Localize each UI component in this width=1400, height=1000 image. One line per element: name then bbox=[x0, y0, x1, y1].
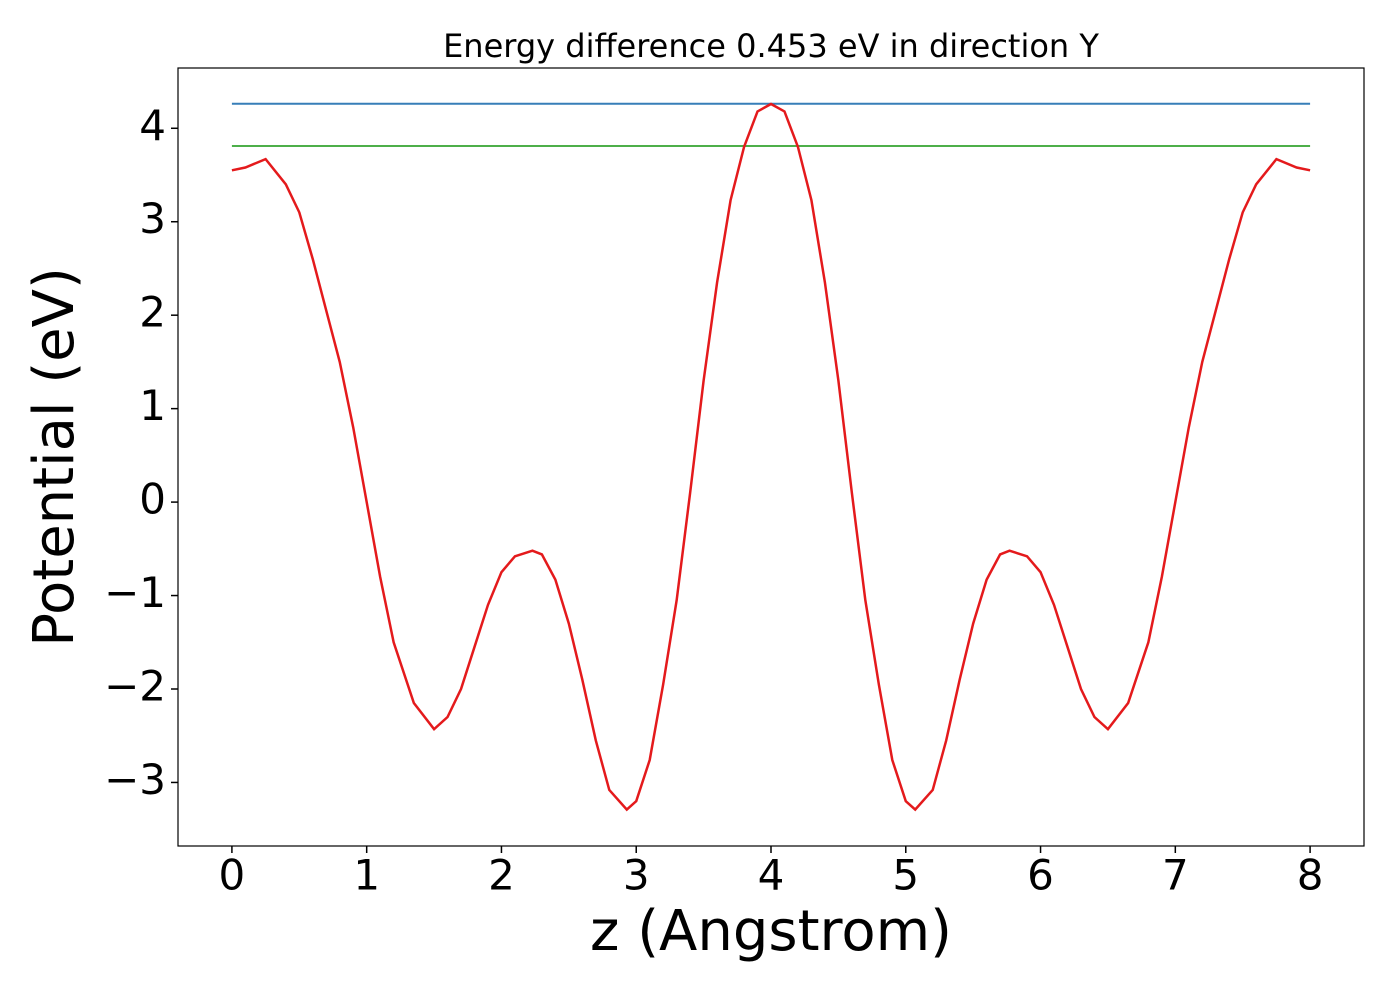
x-tick-label: 2 bbox=[488, 851, 515, 900]
y-axis-label: Potential (eV) bbox=[22, 267, 87, 647]
y-tick-label: 1 bbox=[139, 381, 166, 430]
x-tick-label: 8 bbox=[1297, 851, 1324, 900]
y-tick-label: −2 bbox=[104, 661, 166, 710]
plot-frame bbox=[177, 67, 1365, 847]
x-axis-label: z (Angstrom) bbox=[590, 899, 952, 964]
y-tick-label: −3 bbox=[104, 755, 166, 804]
x-tick-label: 0 bbox=[219, 851, 246, 900]
line bbox=[231, 102, 1311, 812]
y-tick-label: 4 bbox=[139, 101, 166, 150]
x-tick-label: 6 bbox=[1027, 851, 1054, 900]
x-tick-label: 3 bbox=[623, 851, 650, 900]
y-tick-label: 3 bbox=[139, 194, 166, 243]
x-tick-label: 5 bbox=[892, 851, 919, 900]
x-tick-label: 1 bbox=[353, 851, 380, 900]
y-tick-label: 2 bbox=[139, 288, 166, 337]
y-tick-label: −1 bbox=[104, 568, 166, 617]
x-tick-label: 7 bbox=[1162, 851, 1189, 900]
chart-title: Energy difference 0.453 eV in direction … bbox=[443, 27, 1099, 65]
x-tick-label: 4 bbox=[758, 851, 785, 900]
y-tick-label: 0 bbox=[139, 475, 166, 524]
